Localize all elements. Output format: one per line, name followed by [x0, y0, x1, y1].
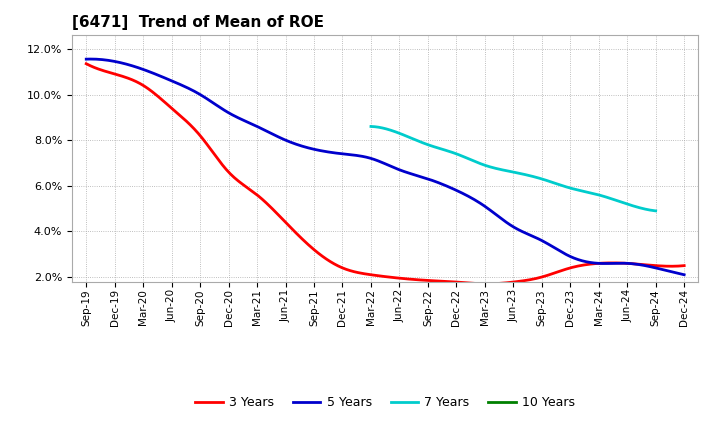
Text: [6471]  Trend of Mean of ROE: [6471] Trend of Mean of ROE [72, 15, 324, 30]
Legend: 3 Years, 5 Years, 7 Years, 10 Years: 3 Years, 5 Years, 7 Years, 10 Years [191, 391, 580, 414]
